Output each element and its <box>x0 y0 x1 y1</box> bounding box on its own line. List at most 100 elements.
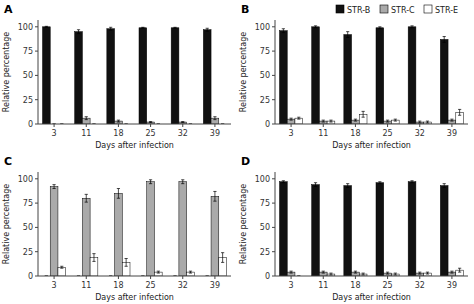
x-tick-label: 3 <box>289 281 294 290</box>
x-tick-label: 11 <box>81 281 91 290</box>
y-tick-label: 75 <box>260 47 270 56</box>
x-axis <box>275 124 468 125</box>
bar <box>344 186 352 276</box>
x-axis-label: Days after infection <box>332 141 411 150</box>
error-bar <box>149 180 152 184</box>
error-bar <box>92 254 95 262</box>
x-tick-label: 3 <box>52 281 57 290</box>
page: {"chart_data": [ {"type": "bar", "title"… <box>0 0 474 304</box>
legend-swatch <box>424 5 432 13</box>
error-bar <box>149 121 152 123</box>
x-tick <box>182 124 183 127</box>
bar <box>280 182 288 276</box>
bar <box>287 119 295 124</box>
panel-label: B <box>241 3 249 16</box>
error-bar <box>322 271 325 273</box>
bar <box>82 198 90 276</box>
error-bar <box>85 117 88 120</box>
error-bar <box>221 253 224 263</box>
legend-label: STR-C <box>391 6 415 15</box>
y-tick-label: 0 <box>28 120 33 129</box>
y-tick-label: 100 <box>18 175 33 184</box>
x-axis-label: Days after infection <box>332 293 411 302</box>
error-bar <box>410 181 413 183</box>
panel-label: A <box>4 3 13 16</box>
bar <box>319 272 327 276</box>
y-tick-label: 50 <box>260 71 270 80</box>
bar <box>440 186 448 276</box>
panel: 025507510031118253239Days after infectio… <box>239 3 468 150</box>
bar <box>352 272 360 276</box>
bar <box>376 183 384 276</box>
bar <box>75 32 83 124</box>
y-axis-label: Relative percentage <box>239 32 248 112</box>
x-axis <box>275 276 468 277</box>
error-bar <box>426 272 429 274</box>
bar <box>440 39 448 124</box>
x-tick-label: 32 <box>178 129 188 138</box>
y-tick-label: 100 <box>18 23 33 32</box>
y-tick-label: 75 <box>23 199 33 208</box>
bar <box>147 182 155 276</box>
error-bar <box>213 191 216 201</box>
x-tick <box>182 276 183 279</box>
x-tick <box>451 276 452 279</box>
error-bar <box>329 120 332 122</box>
x-tick-label: 39 <box>447 281 457 290</box>
error-bar <box>52 185 55 189</box>
bar <box>295 118 303 124</box>
bar <box>312 185 320 276</box>
x-tick <box>150 276 151 279</box>
panel: 025507510031118253239Days after infectio… <box>2 155 231 302</box>
error-bar <box>329 273 332 275</box>
error-bar <box>297 117 300 119</box>
y-axis <box>38 20 39 124</box>
x-axis <box>38 276 231 277</box>
error-bar <box>458 109 461 115</box>
y-tick-label: 50 <box>23 71 33 80</box>
x-tick-label: 18 <box>113 281 123 290</box>
bar <box>179 182 187 276</box>
error-bar <box>322 120 325 122</box>
legend-label: STR-B <box>347 6 370 15</box>
y-tick-label: 25 <box>260 96 270 105</box>
x-tick-label: 32 <box>415 129 425 138</box>
y-axis <box>275 172 276 276</box>
error-bar <box>418 121 421 123</box>
error-bar <box>418 272 421 274</box>
y-axis <box>275 20 276 124</box>
bar <box>139 28 147 124</box>
bar <box>43 27 51 124</box>
x-tick <box>355 276 356 279</box>
x-tick-label: 39 <box>210 281 220 290</box>
legend-swatch <box>380 5 388 13</box>
error-bar <box>141 27 144 29</box>
x-tick <box>54 276 55 279</box>
panel: 025507510031118253239Days after infectio… <box>2 3 231 150</box>
error-bar <box>85 194 88 202</box>
bar <box>58 267 66 276</box>
x-tick-label: 39 <box>210 129 220 138</box>
bars <box>280 181 464 276</box>
x-tick-label: 39 <box>447 129 457 138</box>
bar <box>50 187 58 276</box>
legend-swatch <box>336 5 344 13</box>
bar <box>344 35 352 124</box>
bars <box>45 180 227 276</box>
x-tick <box>118 124 119 127</box>
x-tick-label: 3 <box>289 129 294 138</box>
error-bar <box>378 182 381 184</box>
bar <box>107 29 115 124</box>
y-tick-label: 100 <box>255 175 270 184</box>
error-bar <box>354 271 357 273</box>
x-tick-label: 25 <box>382 129 392 138</box>
panel-label: C <box>4 155 12 168</box>
bar <box>187 272 195 276</box>
bars <box>43 26 225 124</box>
bars <box>280 26 464 124</box>
y-tick-label: 25 <box>23 248 33 257</box>
panel-label: D <box>241 155 250 168</box>
bar <box>352 120 360 124</box>
x-tick <box>451 124 452 127</box>
legend-label: STR-E <box>435 6 458 15</box>
